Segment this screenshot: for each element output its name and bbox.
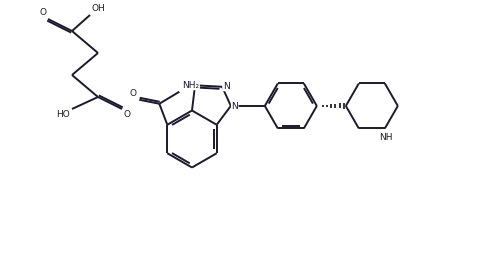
- Text: HO: HO: [56, 110, 70, 119]
- Text: N: N: [231, 102, 238, 111]
- Text: N: N: [223, 82, 229, 91]
- Text: OH: OH: [92, 4, 106, 13]
- Text: O: O: [129, 89, 136, 98]
- Text: NH: NH: [379, 133, 393, 143]
- Text: O: O: [39, 8, 46, 17]
- Text: NH₂: NH₂: [182, 81, 199, 90]
- Text: O: O: [124, 110, 131, 119]
